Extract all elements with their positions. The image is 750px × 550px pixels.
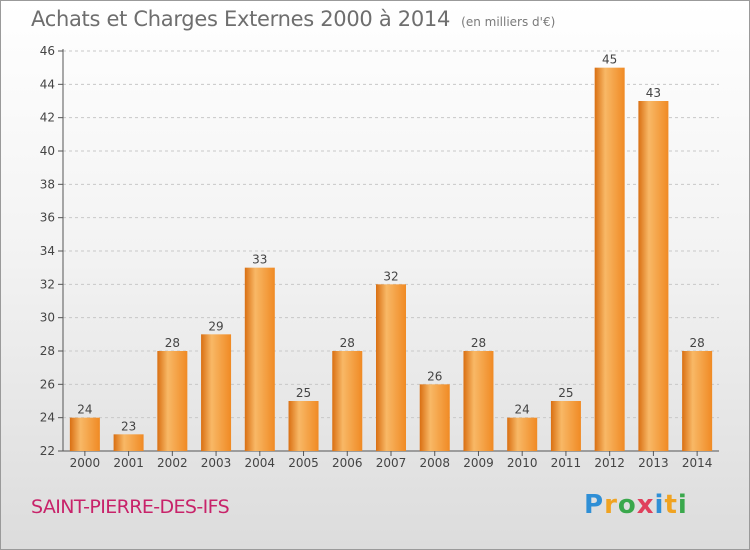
- bar: [682, 351, 713, 451]
- y-tick-label: 30: [40, 311, 55, 325]
- data-label: 28: [165, 336, 180, 350]
- data-label: 26: [427, 369, 442, 383]
- title-row: Achats et Charges Externes 2000 à 2014 (…: [31, 7, 555, 31]
- logo-letter: P: [584, 490, 605, 520]
- chart-title: Achats et Charges Externes 2000 à 2014: [31, 7, 451, 31]
- y-tick-label: 44: [40, 77, 55, 91]
- y-tick-label: 28: [40, 344, 55, 358]
- x-tick-label: 2012: [594, 456, 625, 470]
- bar: [376, 284, 406, 451]
- x-tick-label: 2013: [638, 456, 669, 470]
- bar: [288, 401, 319, 451]
- bar: [201, 334, 232, 451]
- data-label: 23: [121, 419, 136, 433]
- y-tick-label: 40: [40, 144, 55, 158]
- x-tick-label: 2007: [376, 456, 407, 470]
- x-tick-label: 2002: [157, 456, 188, 470]
- logo-letter: r: [604, 490, 618, 520]
- y-tick-label: 24: [40, 411, 55, 425]
- y-tick-label: 26: [40, 377, 55, 391]
- logo-letter: i: [677, 490, 688, 520]
- data-label: 24: [515, 403, 530, 417]
- data-label: 24: [77, 403, 92, 417]
- x-tick-label: 2014: [682, 456, 713, 470]
- y-tick-label: 22: [40, 444, 55, 458]
- y-tick-label: 46: [40, 44, 55, 58]
- bar: [157, 351, 188, 451]
- y-tick-label: 38: [40, 177, 55, 191]
- x-tick-label: 2000: [70, 456, 101, 470]
- y-tick-label: 36: [40, 211, 55, 225]
- logo-letter: o: [617, 490, 637, 520]
- x-tick-label: 2006: [332, 456, 363, 470]
- bar: [550, 401, 581, 451]
- x-tick-label: 2004: [245, 456, 276, 470]
- bar: [332, 351, 363, 451]
- y-tick-label: 34: [40, 244, 55, 258]
- proxiti-logo: Proxiti: [584, 490, 688, 520]
- bar: [638, 101, 669, 451]
- data-label: 33: [252, 253, 267, 267]
- data-label: 28: [689, 336, 704, 350]
- data-label: 28: [340, 336, 355, 350]
- logo-letter: t: [664, 490, 678, 520]
- data-label: 45: [602, 53, 617, 67]
- data-label: 29: [208, 319, 223, 333]
- bar: [507, 417, 538, 451]
- bar: [113, 434, 144, 451]
- bar: [419, 384, 450, 451]
- bar: [244, 267, 275, 451]
- x-tick-label: 2003: [201, 456, 232, 470]
- y-tick-label: 32: [40, 277, 55, 291]
- x-tick-label: 2009: [463, 456, 494, 470]
- data-label: 25: [296, 386, 311, 400]
- x-tick-label: 2010: [507, 456, 538, 470]
- x-tick-label: 2011: [551, 456, 582, 470]
- y-tick-label: 42: [40, 111, 55, 125]
- x-tick-label: 2005: [288, 456, 319, 470]
- bar: [69, 417, 100, 451]
- commune-name: SAINT-PIERRE-DES-IFS: [31, 496, 230, 518]
- bar: [463, 351, 494, 451]
- logo-letter: i: [654, 490, 665, 520]
- data-label: 43: [646, 86, 661, 100]
- data-label: 28: [471, 336, 486, 350]
- logo-letter: x: [636, 490, 655, 520]
- data-label: 25: [558, 386, 573, 400]
- data-label: 32: [383, 269, 398, 283]
- x-tick-label: 2008: [419, 456, 450, 470]
- x-tick-label: 2001: [113, 456, 144, 470]
- chart-subtitle: (en milliers d'€): [461, 15, 556, 29]
- bar: [594, 67, 625, 452]
